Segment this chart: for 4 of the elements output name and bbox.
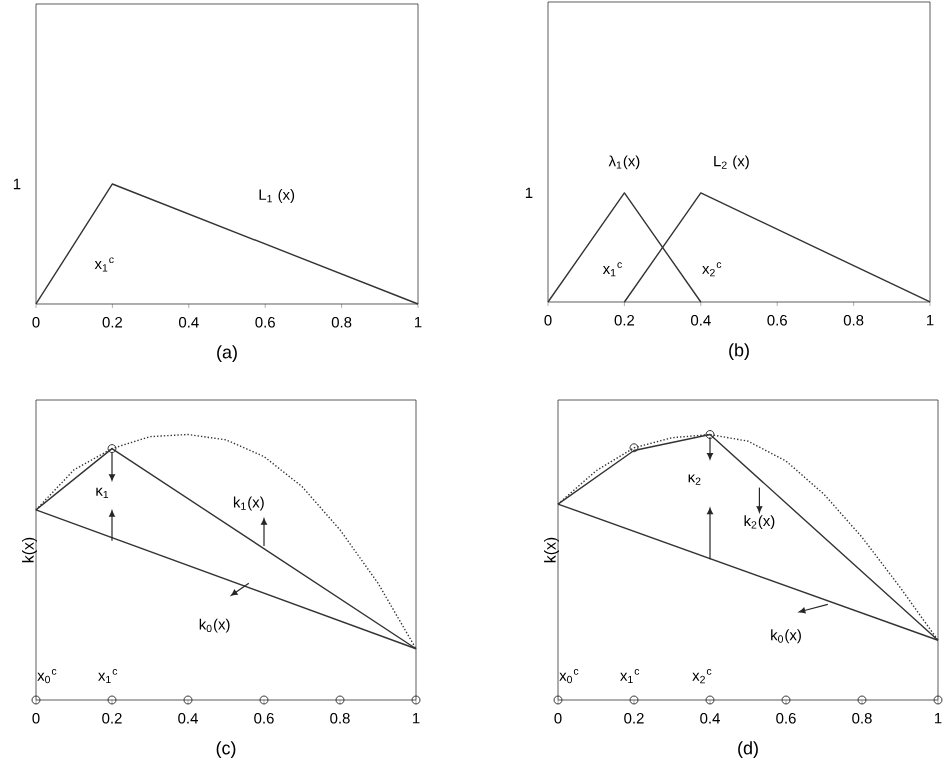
x-axis-title: (b) <box>729 343 749 360</box>
x-axis-title: (a) <box>217 345 237 362</box>
x-axis-title: (d) <box>738 741 758 758</box>
x-axis-title: (c) <box>216 741 236 758</box>
